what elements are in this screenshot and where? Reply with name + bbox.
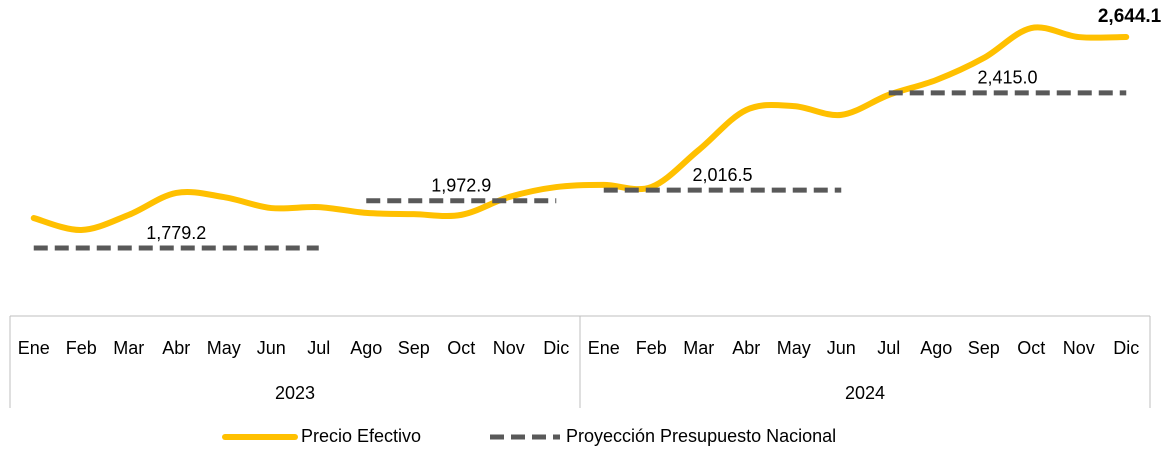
data-label: 2,415.0 xyxy=(977,68,1037,88)
x-tick-label: Mar xyxy=(683,338,714,358)
legend-label: Precio Efectivo xyxy=(301,426,421,446)
x-tick-label: Dic xyxy=(1113,338,1139,358)
x-tick-label: Jun xyxy=(257,338,286,358)
x-tick-label: Oct xyxy=(1017,338,1045,358)
x-tick-label: Jul xyxy=(877,338,900,358)
x-tick-label: May xyxy=(777,338,811,358)
x-tick-label: Sep xyxy=(968,338,1000,358)
x-tick-label: Jul xyxy=(307,338,330,358)
x-tick-label: Nov xyxy=(1063,338,1095,358)
x-tick-label: Ene xyxy=(588,338,620,358)
x-tick-label: Feb xyxy=(66,338,97,358)
year-label: 2024 xyxy=(845,383,885,403)
x-tick-label: Nov xyxy=(493,338,525,358)
data-label: 2,644.1 xyxy=(1098,6,1162,27)
x-tick-label: Mar xyxy=(113,338,144,358)
x-tick-label: Sep xyxy=(398,338,430,358)
x-tick-label: Dic xyxy=(543,338,569,358)
x-tick-label: Feb xyxy=(636,338,667,358)
x-tick-label: Ago xyxy=(920,338,952,358)
data-label: 1,779.2 xyxy=(146,223,206,243)
x-tick-label: May xyxy=(207,338,241,358)
x-tick-label: Ago xyxy=(350,338,382,358)
year-label: 2023 xyxy=(275,383,315,403)
x-tick-label: Abr xyxy=(162,338,190,358)
legend-label: Proyección Presupuesto Nacional xyxy=(566,426,836,446)
x-tick-label: Jun xyxy=(827,338,856,358)
x-tick-label: Ene xyxy=(18,338,50,358)
data-label: 2,016.5 xyxy=(692,165,752,185)
price-line xyxy=(30,24,1130,233)
data-label: 1,972.9 xyxy=(431,176,491,196)
x-tick-label: Oct xyxy=(447,338,475,358)
x-tick-label: Abr xyxy=(732,338,760,358)
